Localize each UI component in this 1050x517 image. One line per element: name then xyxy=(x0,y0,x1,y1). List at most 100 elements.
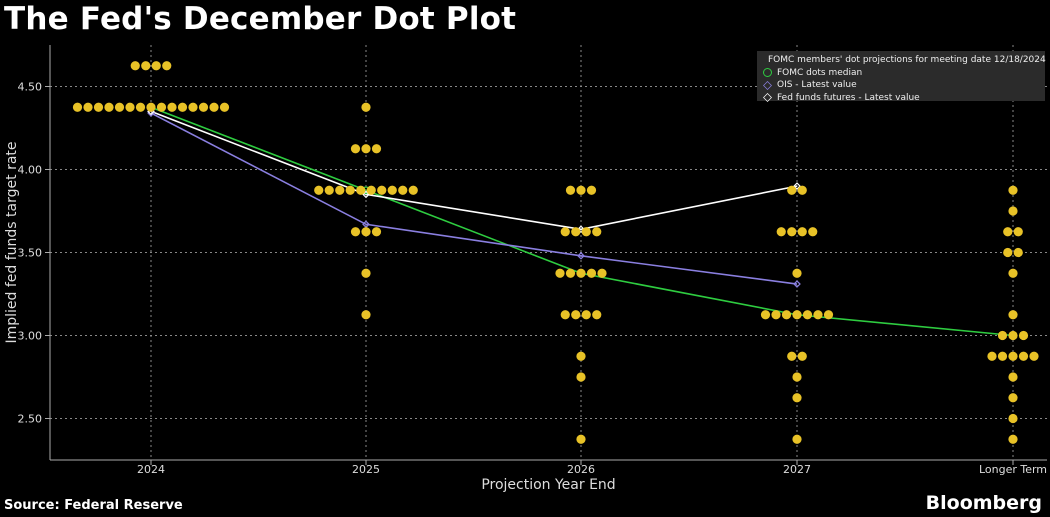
dot-projection xyxy=(345,185,355,195)
legend-item-ois: OIS - Latest value xyxy=(763,79,1045,92)
dot-projection xyxy=(1008,413,1018,424)
dot-projection xyxy=(555,268,565,278)
dot-projection xyxy=(792,310,802,320)
dot-projection xyxy=(1008,434,1018,444)
dot-projection xyxy=(560,310,570,320)
legend-item-dots: FOMC members' dot projections for meetin… xyxy=(763,54,1046,67)
dot-projection xyxy=(83,102,93,112)
dot-projection xyxy=(776,227,786,237)
dot-projection xyxy=(576,372,586,382)
dot-projection xyxy=(162,61,172,71)
y-tick-label: 4.00 xyxy=(18,164,43,177)
dot-projection xyxy=(787,351,797,361)
dot-projection xyxy=(371,144,382,154)
dot-projection xyxy=(361,144,371,154)
legend-label: FOMC members' dot projections for meetin… xyxy=(768,55,1046,65)
dot-projection xyxy=(787,227,797,237)
dot-projection xyxy=(797,227,807,237)
dot-projection xyxy=(1008,310,1018,320)
dot-projection xyxy=(356,185,366,195)
brand-logo: Bloomberg xyxy=(925,492,1042,514)
dot-projection xyxy=(335,185,345,195)
y-axis-title: Implied fed funds target rate xyxy=(4,141,20,343)
dot-projection xyxy=(592,310,602,320)
dot-projection xyxy=(1008,330,1018,341)
x-tick-label: 2027 xyxy=(783,463,811,476)
dot-projection xyxy=(408,185,418,195)
dot-projection xyxy=(151,61,161,71)
futures-marker xyxy=(577,225,585,234)
dot-projection xyxy=(371,227,382,237)
dot-projection xyxy=(361,227,371,237)
dot-projection xyxy=(1029,351,1039,361)
y-tick-label: 4.50 xyxy=(18,81,43,94)
legend-label: Fed funds futures - Latest value xyxy=(777,92,920,103)
dot-projection xyxy=(1003,247,1013,258)
ois-line xyxy=(150,112,798,285)
median-line xyxy=(150,106,1014,337)
dot-projection xyxy=(997,351,1008,361)
dot-projection xyxy=(361,268,371,278)
dot-projection xyxy=(797,351,807,361)
dot-projection xyxy=(219,102,230,112)
hollow-diamond-icon xyxy=(763,93,772,103)
dot-projection xyxy=(398,185,408,195)
dot-projection xyxy=(361,102,371,112)
y-tick-label: 2.50 xyxy=(18,413,43,426)
dot-projection xyxy=(209,102,219,112)
dot-projection xyxy=(565,268,576,278)
futures-marker xyxy=(793,182,801,190)
dot-projection xyxy=(792,268,802,278)
dot-projection xyxy=(771,310,781,320)
y-tick-label: 3.50 xyxy=(18,247,43,260)
dot-projection xyxy=(387,185,397,195)
dot-projection xyxy=(1008,351,1018,361)
dot-projection xyxy=(571,310,581,320)
dot-projection xyxy=(188,102,198,112)
x-tick-label: 2024 xyxy=(137,463,165,476)
dot-projection xyxy=(1018,330,1029,341)
x-tick-label: 2026 xyxy=(567,463,595,476)
dot-projection xyxy=(987,351,997,361)
dot-projection xyxy=(324,185,334,195)
dot-projection xyxy=(141,61,151,71)
x-tick-label: 2025 xyxy=(352,463,380,476)
dot-projection xyxy=(1008,268,1018,278)
legend-item-median: FOMC dots median xyxy=(763,67,1045,80)
dot-projection xyxy=(104,102,114,112)
dot-projection xyxy=(781,310,792,320)
dot-projection xyxy=(997,330,1008,341)
dot-projection xyxy=(823,310,834,320)
dot-projection xyxy=(792,372,802,382)
dot-projection xyxy=(1008,185,1018,195)
dot-projection xyxy=(156,102,167,112)
dot-projection xyxy=(586,268,597,278)
dot-projection xyxy=(366,185,376,195)
chart-title: The Fed's December Dot Plot xyxy=(4,1,517,37)
dot-projection xyxy=(592,227,602,237)
dot-projection xyxy=(1008,393,1018,403)
dot-projection xyxy=(760,310,771,320)
dot-projection xyxy=(576,268,586,278)
legend: FOMC members' dot projections for meetin… xyxy=(757,51,1046,103)
dot-projection xyxy=(576,351,586,361)
dot-projection xyxy=(135,102,146,112)
dot-projection xyxy=(114,102,125,112)
series-lines xyxy=(147,103,1017,340)
dot-projection xyxy=(808,227,818,237)
dot-projection xyxy=(797,185,807,195)
dot-projection xyxy=(350,227,361,237)
ois-marker xyxy=(793,280,801,288)
dot-projection xyxy=(1013,247,1023,258)
dot-projection xyxy=(146,102,156,112)
hollow-circle-icon xyxy=(763,68,772,78)
dot-markers xyxy=(72,61,1039,444)
axes xyxy=(45,45,1047,465)
dot-projection xyxy=(198,102,209,112)
x-axis-title: Projection Year End xyxy=(481,477,615,493)
hollow-diamond-icon xyxy=(763,80,772,90)
dot-projection xyxy=(1013,227,1023,237)
dot-projection xyxy=(787,185,797,195)
legend-label: OIS - Latest value xyxy=(777,80,857,90)
